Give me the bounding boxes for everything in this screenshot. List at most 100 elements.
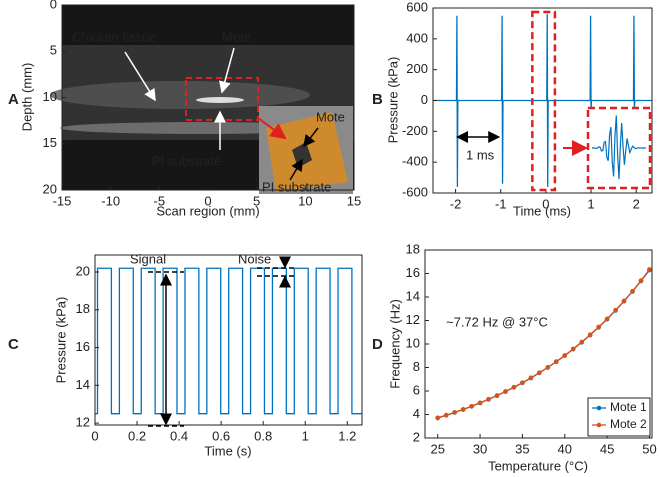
y-tick-label: 200 [406,61,428,76]
annotation: ~7.72 Hz @ 37°C [446,314,548,329]
pointer-arrow [124,51,156,102]
data-point [469,403,474,409]
y-tick-label: 8 [413,359,420,374]
plot-frame [94,254,363,426]
pointer-arrow [289,158,303,181]
data-line [95,267,362,415]
panel-letter: C [8,336,19,353]
x-tick-label: 1 [587,196,594,211]
data-point [520,380,525,385]
x-axis-label: Time (ms) [513,203,571,218]
y-tick-label: 0 [50,0,57,11]
x-tick-label: 50 [642,441,656,456]
x-tick-label: 0 [91,428,98,443]
data-point [613,307,618,313]
data-point [452,410,457,415]
y-tick-label: 12 [76,415,90,430]
annotation: Mote [316,109,345,124]
x-tick-label: 0 [204,193,211,208]
y-tick-label: 18 [76,301,90,316]
data-point [486,396,491,402]
y-tick-label: 2 [413,429,420,444]
y-tick-label: 0 [421,92,428,107]
data-point [537,370,542,375]
panel-letter: D [372,336,383,353]
x-tick-label: 0.2 [128,428,146,443]
x-axis-label: Scan region (mm) [156,203,259,218]
x-tick-label: 30 [473,441,487,456]
y-tick-label: 6 [413,382,420,397]
data-point [647,267,652,272]
data-point [638,278,644,283]
x-tick-label: 25 [430,441,444,456]
y-axis-label: Pressure (kPa) [53,297,68,384]
x-tick-label: 0.6 [212,428,230,443]
y-axis-label: Frequency (Hz) [387,299,402,389]
pointer-arrow [218,47,235,94]
panel-letter: A [8,91,19,108]
x-axis-label: Time (s) [204,443,251,458]
y-tick-label: 14 [76,377,90,392]
x-tick-label: -10 [101,193,120,208]
x-tick-label: 1 [302,428,309,443]
legend-label: Mote 1 [610,400,647,414]
data-point [570,346,576,352]
y-tick-label: -200 [402,123,428,138]
mote-echo [196,97,244,103]
y-tick-label: 600 [406,0,428,14]
annotation: Chicken tissue [72,29,157,44]
data-point [562,353,568,358]
data-point [587,332,593,338]
panel-letter: B [372,91,383,108]
annotation: Noise [238,251,271,266]
y-tick-label: 10 [406,335,420,350]
data-line [437,268,650,419]
x-tick-label: 5 [253,193,260,208]
x-tick-label: 15 [347,193,361,208]
y-tick-label: 400 [406,30,428,45]
data-point [528,375,534,381]
x-tick-label: 40 [558,441,572,456]
data-point [494,393,500,398]
x-tick-label: 10 [298,193,312,208]
x-tick-label: 35 [515,441,529,456]
y-tick-label: 5 [50,43,57,58]
data-point [604,316,610,322]
x-tick-label: -1 [495,196,507,211]
x-tick-label: 0 [542,196,549,211]
x-tick-label: 2 [633,196,640,211]
y-tick-label: 16 [76,339,90,354]
y-tick-label: 15 [43,135,57,150]
legend-marker [596,422,602,428]
x-tick-label: -15 [53,193,72,208]
inset-waveform [591,115,647,180]
data-point [545,364,551,370]
y-tick-label: 16 [406,265,420,280]
x-tick-label: 0.8 [254,428,272,443]
annotation: PI substrate [262,179,331,194]
data-point [630,288,635,294]
y-tick-label: 4 [413,406,420,421]
y-tick-label: -400 [402,154,428,169]
y-axis-label: Pressure (kPa) [385,57,400,144]
data-point [621,298,627,304]
y-tick-label: 20 [76,263,90,278]
data-point [511,384,517,390]
annotation: PI substrate [152,153,221,168]
tissue-layer [50,81,310,109]
data-point [579,339,584,345]
ultrasound-image: Chicken tissue Mote PI substrate Mote PI sub… [50,5,354,194]
x-axis-label: Temperature (°C) [488,458,588,473]
data-line [437,269,650,419]
data-point [477,400,483,406]
x-tick-label: 45 [600,441,614,456]
y-axis-label: Depth (mm) [19,63,34,132]
pointer-arrow [303,127,319,148]
data-point [460,407,466,412]
x-tick-label: 0.4 [170,428,188,443]
annotation: Signal [130,251,166,266]
x-tick-label: -2 [450,196,462,211]
data-point [596,324,601,330]
y-tick-label: 14 [406,288,420,303]
y-tick-label: 20 [43,181,57,196]
